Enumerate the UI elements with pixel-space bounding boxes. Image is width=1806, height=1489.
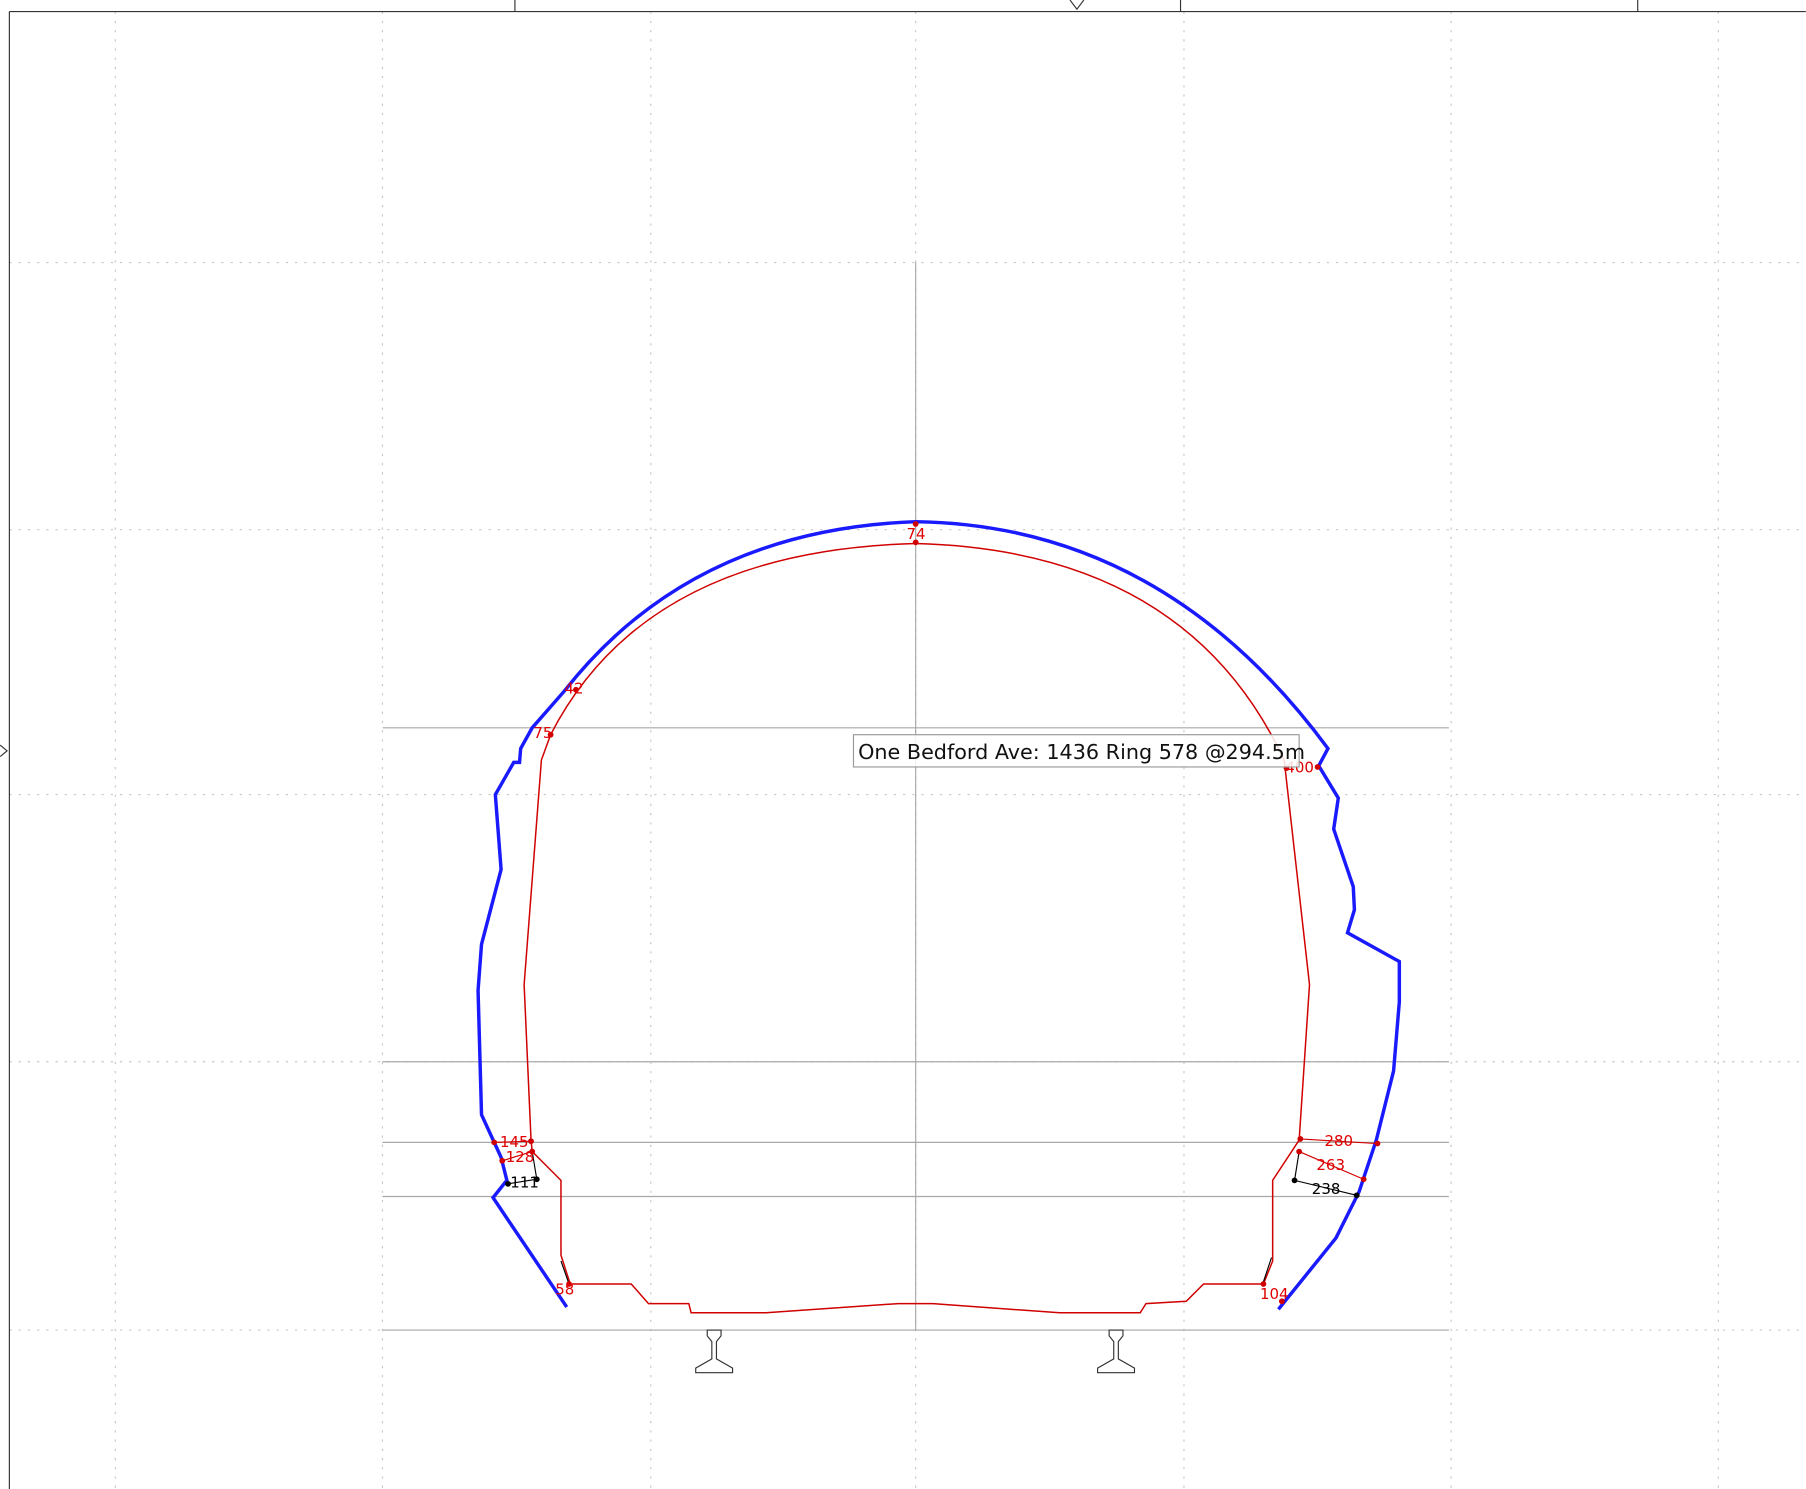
point-label: 280 [1324,1132,1353,1150]
caption: One Bedford Ave: 1436 Ring 578 @294.5m [858,740,1305,764]
point-label: 75 [533,724,552,742]
point-label: 42 [564,679,583,697]
point-labels: 74 42 75 400 145 128 111 58 104 280 263 … [500,525,1353,1303]
design-profile [524,544,1309,1313]
point-label: 111 [510,1173,539,1191]
point-label: 238 [1312,1180,1341,1198]
point-label: 58 [555,1280,574,1298]
offset-lines [494,1139,1377,1284]
point-label: 263 [1316,1156,1345,1174]
surveyed-profile [478,522,1399,1310]
point-label: 104 [1260,1285,1289,1303]
point-label: 74 [906,525,925,543]
point-label: 128 [506,1148,535,1166]
cad-viewport: 74 42 75 400 145 128 111 58 104 280 263 … [0,0,1806,1489]
